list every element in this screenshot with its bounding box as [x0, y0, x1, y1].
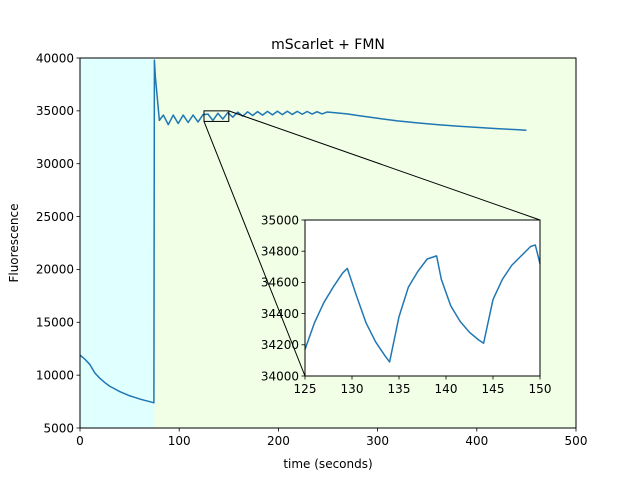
x-tick-label: 145 — [482, 382, 505, 396]
y-tick-label: 34600 — [261, 276, 299, 290]
main-x-axis-ticks: 0 100 200 300 400 500 — [76, 428, 587, 448]
x-tick-label: 135 — [388, 382, 411, 396]
x-tick-label: 140 — [435, 382, 458, 396]
main-line-layer — [79, 59, 527, 404]
chart-title: mScarlet + FMN — [271, 37, 385, 53]
inset-line-layer — [304, 244, 541, 363]
inset-series-line-0 — [304, 244, 541, 363]
inset-plot-frame — [304, 219, 541, 377]
zoom-region-indicator — [203, 110, 230, 122]
y-tick-label: 34400 — [261, 307, 299, 321]
x-tick-label: 0 — [76, 434, 84, 448]
y-tick-label: 10000 — [36, 368, 74, 382]
y-tick-label: 5000 — [43, 421, 74, 435]
main-plot-frame — [79, 57, 577, 429]
inset-y-axis-ticks: 34000 34200 34400 34600 34800 35000 — [261, 213, 305, 383]
zoom-connectors — [203, 110, 541, 377]
x-tick-label: 125 — [294, 382, 317, 396]
main-series-line-0 — [79, 59, 527, 404]
y-tick-label: 34800 — [261, 245, 299, 259]
y-tick-label: 15000 — [36, 316, 74, 330]
y-tick-label: 34200 — [261, 338, 299, 352]
y-tick-label: 20000 — [36, 263, 74, 277]
y-tick-label: 25000 — [36, 210, 74, 224]
inset-x-axis-ticks: 125 130 135 140 145 150 — [294, 376, 552, 396]
x-tick-label: 500 — [565, 434, 588, 448]
x-tick-label: 100 — [168, 434, 191, 448]
x-tick-label: 400 — [465, 434, 488, 448]
zoom-connector-line — [228, 110, 541, 221]
inset-background — [305, 220, 540, 376]
y-axis-label: Fluorescence — [7, 203, 21, 282]
x-tick-label: 130 — [341, 382, 364, 396]
y-tick-label: 35000 — [36, 104, 74, 118]
inset-plot: 125 130 135 140 145 150 340003420034400346003… — [261, 213, 552, 396]
y-tick-label: 30000 — [36, 157, 74, 171]
x-axis-label: time (seconds) — [283, 457, 372, 471]
x-tick-label: 300 — [366, 434, 389, 448]
x-tick-label: 200 — [267, 434, 290, 448]
y-tick-label: 34000 — [261, 369, 299, 383]
y-tick-label: 35000 — [261, 213, 299, 227]
y-tick-label: 40000 — [36, 51, 74, 65]
main-y-axis-ticks: 5000 10000 15000 20000 25000 30000 35000 40000 — [36, 51, 80, 435]
x-tick-label: 150 — [529, 382, 552, 396]
shaded-region-0 — [80, 58, 155, 428]
zoom-connector-line — [203, 121, 306, 377]
